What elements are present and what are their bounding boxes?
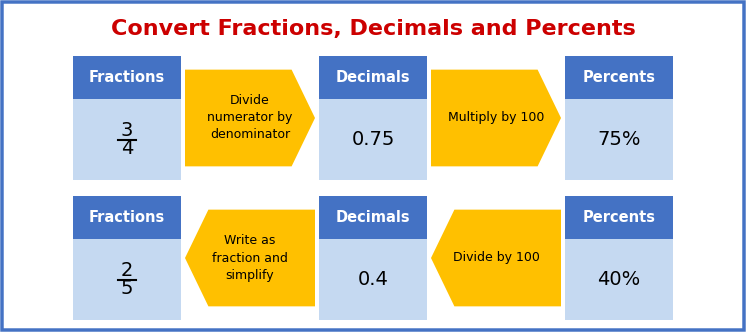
Text: Percents: Percents: [583, 70, 656, 85]
Text: 5: 5: [121, 279, 134, 298]
Text: Divide by 100: Divide by 100: [453, 252, 539, 265]
Text: 0.75: 0.75: [351, 130, 395, 149]
Bar: [319, 56, 427, 99]
Polygon shape: [185, 209, 315, 306]
Bar: [319, 99, 427, 180]
Bar: [565, 56, 673, 99]
Bar: [565, 99, 673, 180]
Text: 3: 3: [121, 121, 134, 140]
Text: Divide
numerator by
denominator: Divide numerator by denominator: [207, 95, 292, 141]
Bar: [73, 56, 181, 99]
Text: Multiply by 100: Multiply by 100: [448, 112, 544, 124]
Polygon shape: [431, 209, 561, 306]
Text: Decimals: Decimals: [336, 210, 410, 225]
Polygon shape: [431, 70, 561, 166]
Text: 40%: 40%: [598, 270, 641, 289]
Bar: [565, 196, 673, 239]
Bar: [319, 239, 427, 320]
Text: Decimals: Decimals: [336, 70, 410, 85]
Text: 2: 2: [121, 261, 134, 280]
Text: Percents: Percents: [583, 210, 656, 225]
Text: Write as
fraction and
simplify: Write as fraction and simplify: [212, 234, 288, 282]
Bar: [73, 99, 181, 180]
Bar: [73, 196, 181, 239]
Text: Fractions: Fractions: [89, 70, 165, 85]
Text: 4: 4: [121, 139, 134, 158]
Text: Fractions: Fractions: [89, 210, 165, 225]
Text: 75%: 75%: [598, 130, 641, 149]
Text: 0.4: 0.4: [357, 270, 389, 289]
Bar: [319, 196, 427, 239]
Polygon shape: [185, 70, 315, 166]
Bar: [73, 239, 181, 320]
Text: Convert Fractions, Decimals and Percents: Convert Fractions, Decimals and Percents: [110, 19, 636, 39]
Bar: [565, 239, 673, 320]
